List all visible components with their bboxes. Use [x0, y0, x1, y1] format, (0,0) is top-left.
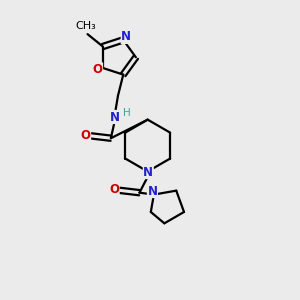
- Text: O: O: [109, 183, 119, 196]
- Text: H: H: [123, 109, 131, 118]
- Text: N: N: [147, 184, 158, 197]
- Text: N: N: [121, 30, 131, 44]
- Text: CH₃: CH₃: [76, 21, 96, 31]
- Text: O: O: [92, 63, 103, 76]
- Text: N: N: [143, 166, 153, 178]
- Text: O: O: [81, 129, 91, 142]
- Text: N: N: [110, 110, 119, 124]
